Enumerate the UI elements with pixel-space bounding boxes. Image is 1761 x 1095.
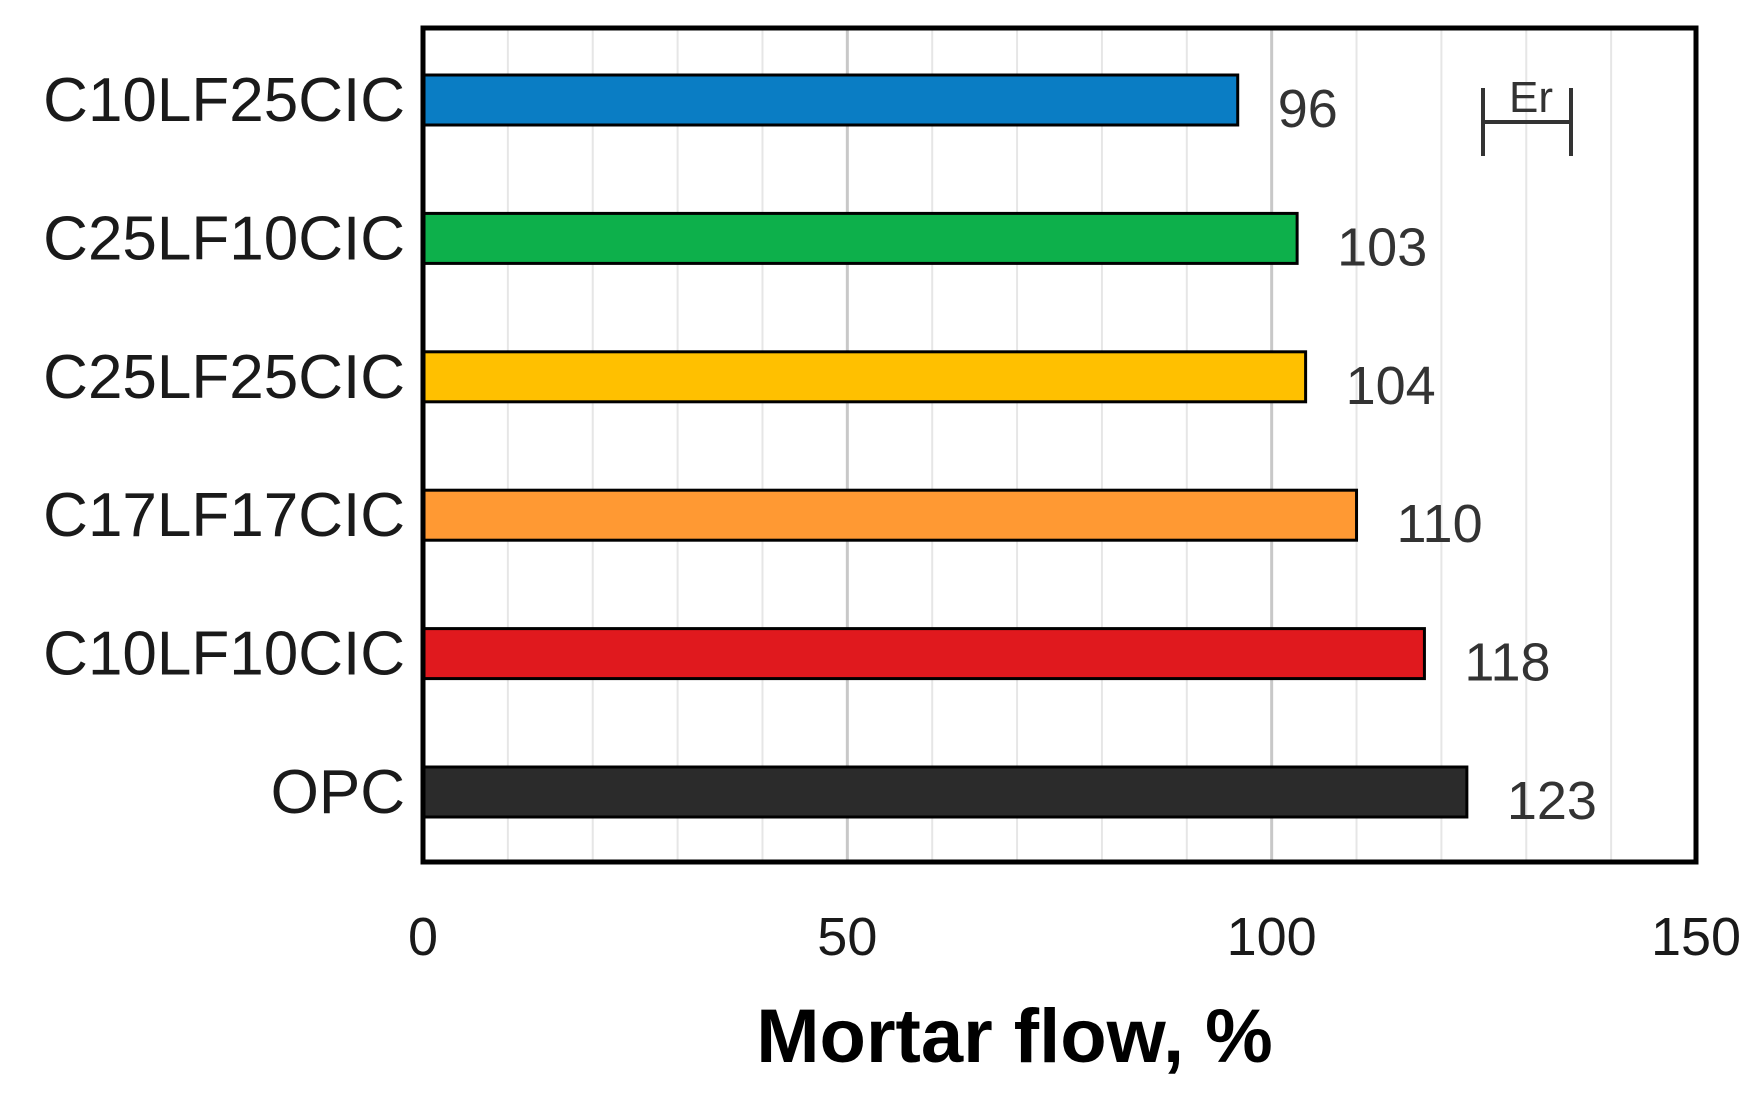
bar [421, 73, 1240, 127]
value-label: 118 [1464, 633, 1550, 693]
x-tick-label: 150 [1651, 907, 1741, 967]
value-label: 123 [1507, 771, 1597, 831]
bar [421, 627, 1426, 681]
value-label: 104 [1346, 356, 1436, 416]
x-tick-label: 0 [408, 907, 438, 967]
x-axis-title: Mortar flow, % [756, 994, 1273, 1079]
category-labels: C10LF25CIC C25LF10CIC C25LF25CIC C17LF17CIC… [43, 66, 405, 827]
bar [421, 765, 1469, 819]
bar [421, 211, 1299, 265]
plot-frame [420, 25, 1699, 865]
bars [421, 73, 1469, 819]
bar [421, 488, 1359, 542]
value-label: 110 [1397, 494, 1483, 554]
value-label: 103 [1337, 217, 1427, 277]
category-label: OPC [271, 758, 405, 827]
category-label: C25LF10CIC [43, 204, 405, 273]
x-tick-labels: 0 50 100 150 [408, 907, 1741, 967]
value-label: 96 [1278, 79, 1338, 139]
error-legend: Er [1481, 73, 1573, 156]
bar [421, 350, 1308, 404]
x-tick-label: 50 [817, 907, 877, 967]
category-label: C25LF25CIC [43, 343, 405, 412]
error-legend-label: Er [1509, 73, 1553, 122]
category-label: C10LF10CIC [43, 620, 405, 689]
x-tick-label: 100 [1227, 907, 1317, 967]
category-label: C10LF25CIC [43, 66, 405, 135]
value-labels: 96 103 104 110 118 123 [1278, 79, 1597, 831]
category-label: C17LF17CIC [43, 481, 405, 550]
grid-lines [506, 28, 1613, 862]
